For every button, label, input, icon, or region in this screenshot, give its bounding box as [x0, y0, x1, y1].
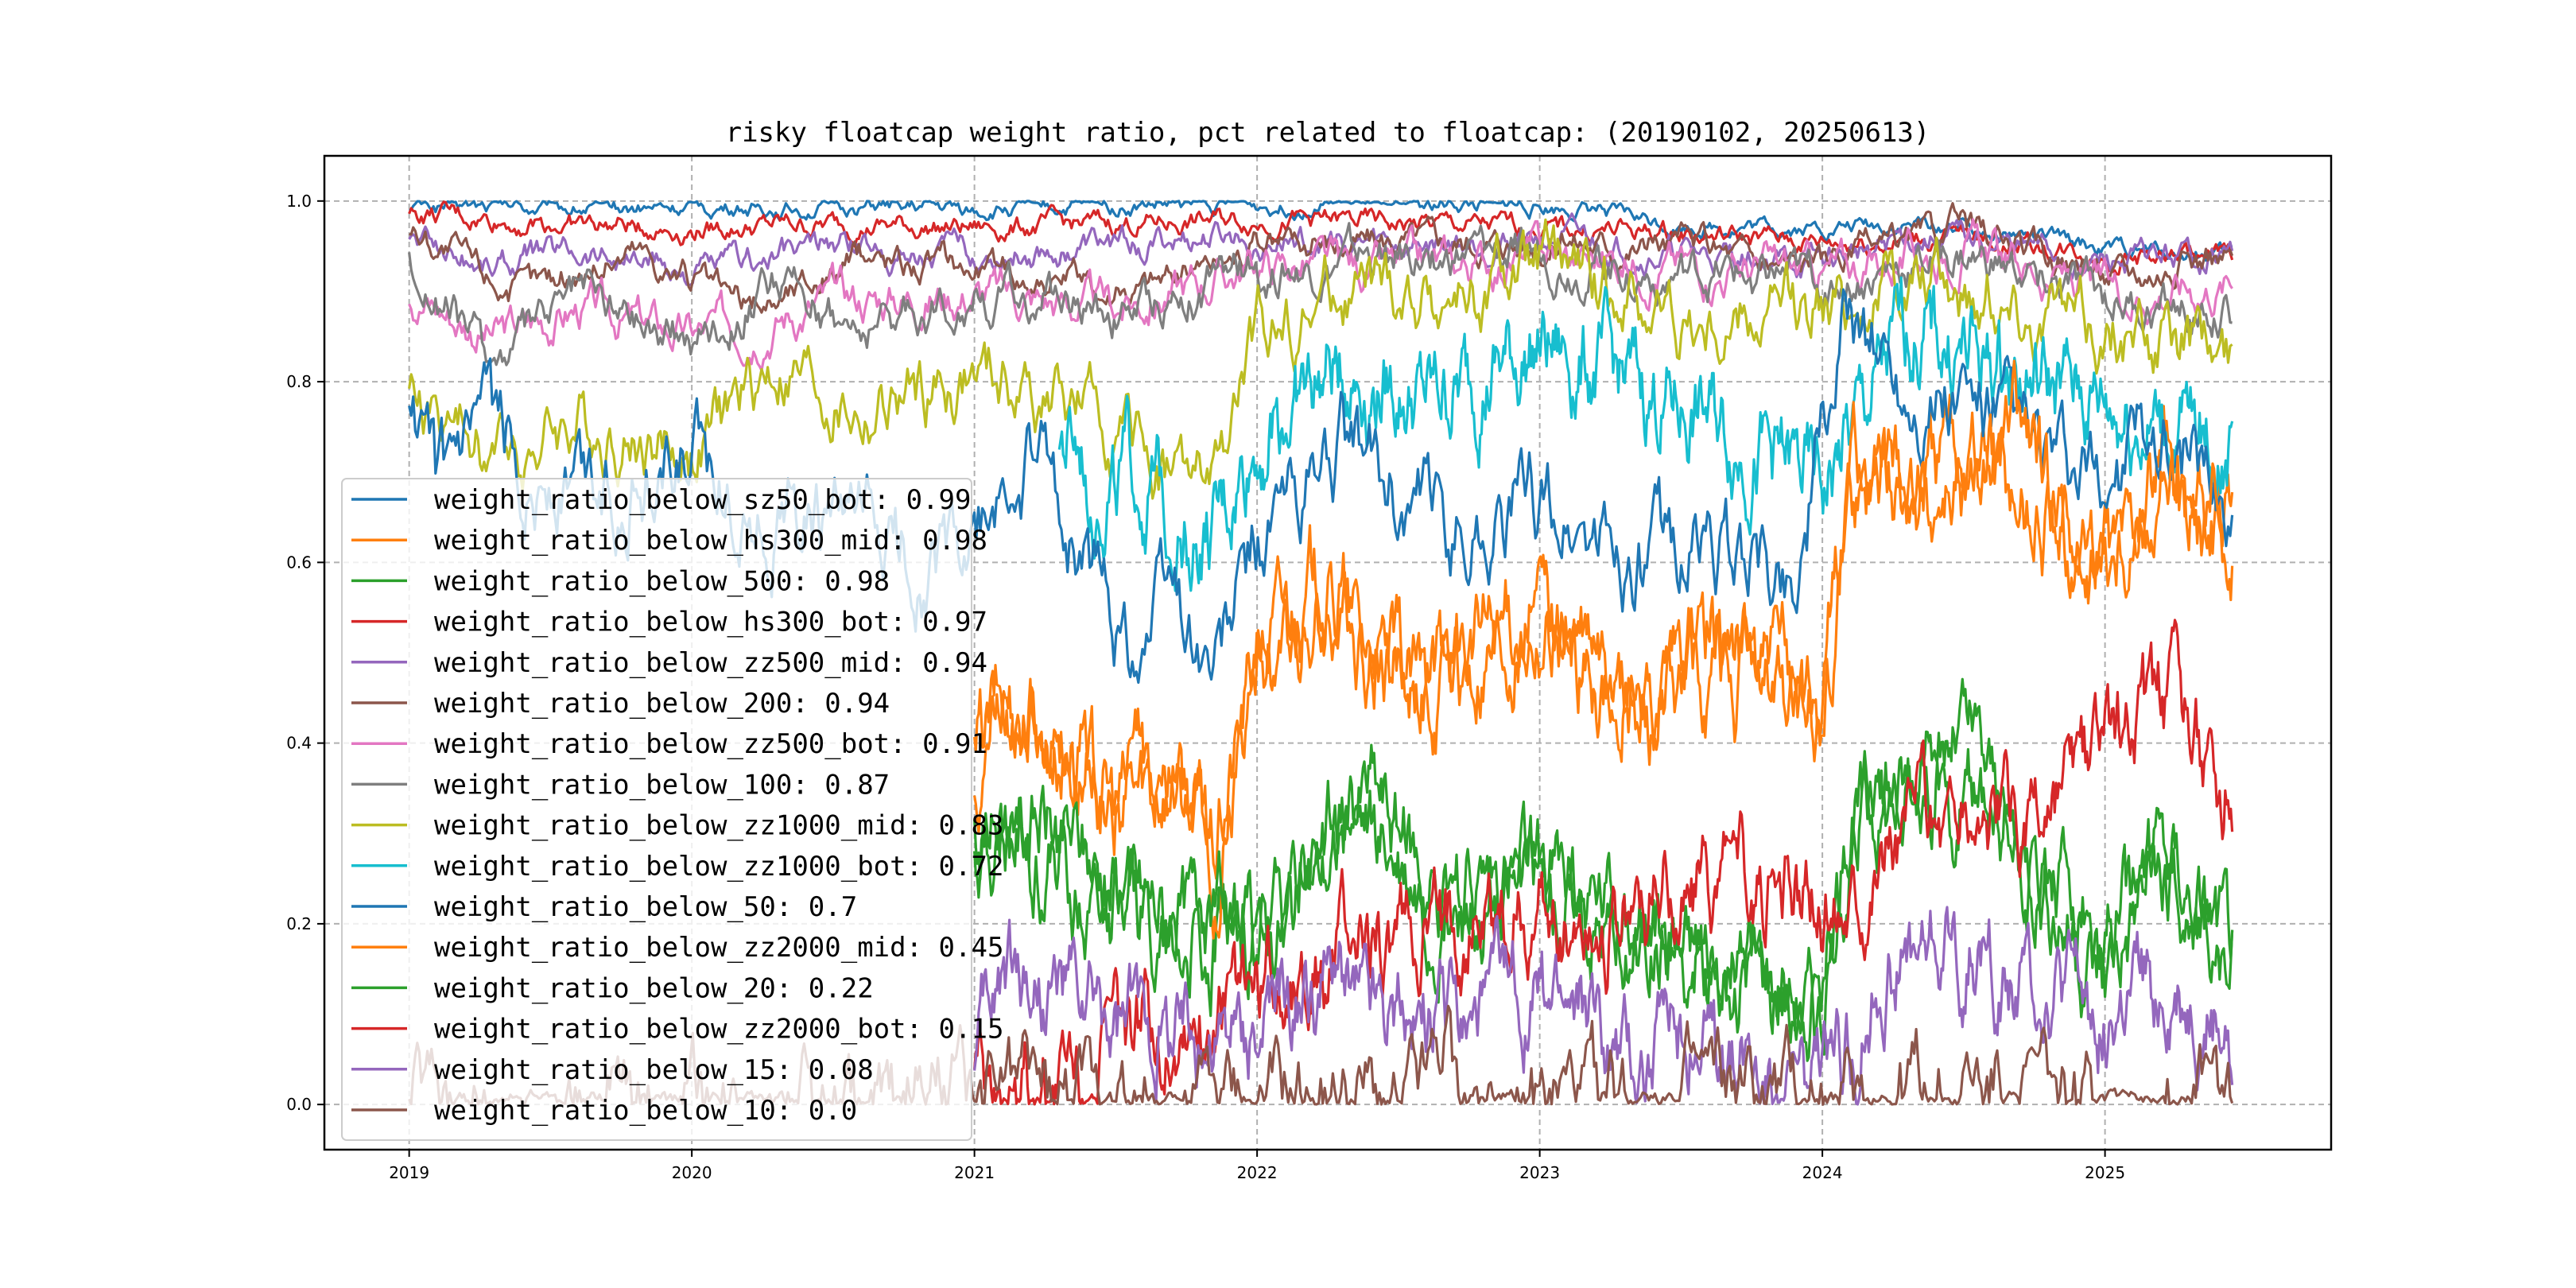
legend-entry: weight_ratio_below_50: 0.7 — [434, 891, 857, 923]
series-line-weight_ratio_below_hs300_bot — [408, 200, 2234, 276]
y-tick-label: 0.2 — [286, 914, 312, 933]
series-line-weight_ratio_below_15 — [973, 906, 2234, 1106]
x-tick-label: 2019 — [389, 1163, 429, 1182]
legend-entry: weight_ratio_below_zz1000_mid: 0.83 — [434, 810, 1003, 842]
series-line-weight_ratio_below_200 — [409, 202, 2234, 314]
series-line-weight_ratio_below_zz2000_mid — [973, 359, 2234, 940]
y-tick-label: 0.8 — [286, 372, 312, 391]
legend-entry: weight_ratio_below_100: 0.87 — [434, 769, 890, 801]
y-tick-label: 0.0 — [286, 1095, 312, 1114]
plot-frame — [323, 154, 2333, 1151]
legend-entry: weight_ratio_below_10: 0.0 — [434, 1095, 857, 1127]
legend-entry: weight_ratio_below_zz2000_bot: 0.15 — [434, 1014, 1003, 1046]
x-tick-label: 2024 — [1802, 1163, 1843, 1182]
x-tick-label: 2020 — [672, 1163, 712, 1182]
legend-entry: weight_ratio_below_zz1000_bot: 0.72 — [434, 851, 1003, 883]
legend-entry: weight_ratio_below_zz500_mid: 0.94 — [434, 647, 987, 679]
legend-entry: weight_ratio_below_500: 0.98 — [434, 565, 890, 597]
legend-entry: weight_ratio_below_hs300_mid: 0.98 — [434, 525, 987, 557]
series-line-weight_ratio_below_zz500_mid — [408, 212, 2234, 287]
x-tick-label: 2023 — [1519, 1163, 1560, 1182]
legend-entry: weight_ratio_below_15: 0.08 — [434, 1054, 874, 1086]
y-tick-label: 1.0 — [286, 192, 312, 211]
series-line-weight_ratio_below_zz1000_bot — [1057, 276, 2234, 592]
y-tick-label: 0.4 — [286, 734, 312, 753]
x-tick-label: 2022 — [1237, 1163, 1278, 1182]
legend-entry: weight_ratio_below_zz500_bot: 0.91 — [434, 728, 987, 760]
series-line-weight_ratio_below_hs300_mid — [973, 394, 2234, 880]
y-tick-label: 0.6 — [286, 553, 312, 572]
x-tick-label: 2025 — [2085, 1163, 2125, 1182]
series-line-weight_ratio_below_sz50_bot — [408, 200, 2233, 262]
series-line-weight_ratio_below_zz1000_mid — [408, 218, 2233, 500]
series-line-weight_ratio_below_100 — [408, 222, 2233, 367]
series-line-weight_ratio_below_zz2000_bot — [973, 619, 2234, 1106]
series-line-weight_ratio_below_500 — [973, 677, 2234, 1056]
legend-entry: weight_ratio_below_200: 0.94 — [434, 688, 890, 720]
legend-entry: weight_ratio_below_20: 0.22 — [434, 972, 874, 1004]
x-tick-label: 2021 — [954, 1163, 995, 1182]
series-line-weight_ratio_below_20 — [973, 730, 2234, 1062]
legend-entry: weight_ratio_below_zz2000_mid: 0.45 — [434, 932, 1003, 964]
legend-box — [341, 478, 972, 1141]
legend-entry: weight_ratio_below_sz50_bot: 0.99 — [434, 484, 972, 516]
chart-title: risky floatcap weight ratio, pct related… — [726, 117, 1930, 149]
legend-entry: weight_ratio_below_hs300_bot: 0.97 — [434, 607, 987, 638]
